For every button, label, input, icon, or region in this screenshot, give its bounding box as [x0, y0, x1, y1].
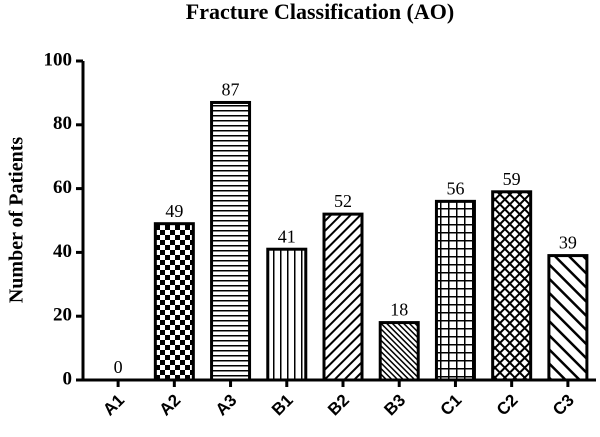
x-tick-label: A2: [156, 391, 185, 420]
y-axis-label: Number of Patients: [6, 137, 28, 303]
y-tick-label: 0: [63, 368, 73, 389]
x-tick-label: A1: [99, 391, 128, 420]
y-tick-label: 60: [53, 177, 72, 198]
x-tick-label: C2: [493, 391, 522, 420]
value-label: 18: [390, 300, 408, 320]
x-tick-label: B1: [268, 391, 297, 420]
value-label: 41: [278, 226, 296, 246]
value-label: 56: [446, 178, 464, 198]
bar: [547, 254, 589, 382]
value-label: 49: [165, 201, 183, 221]
bar: [434, 199, 476, 382]
x-tick-label: C1: [437, 391, 466, 420]
bar: [210, 100, 252, 382]
value-label: 87: [222, 80, 240, 100]
x-tick-label: B2: [324, 391, 353, 420]
bar: [378, 321, 420, 382]
chart-title: Fracture Classification (AO): [186, 0, 454, 24]
value-label: 59: [503, 169, 521, 189]
bar: [491, 190, 533, 382]
y-tick-label: 40: [53, 241, 72, 262]
x-tick-label: B3: [380, 391, 409, 420]
y-tick-label: 100: [44, 49, 73, 70]
value-label: 39: [559, 233, 577, 253]
bar: [153, 222, 195, 382]
y-tick-label: 80: [53, 113, 72, 134]
value-label: 0: [114, 357, 123, 377]
x-tick-label: C3: [549, 391, 578, 420]
x-tick-label: A3: [212, 391, 241, 420]
bar: [266, 247, 308, 382]
bar: [322, 212, 364, 382]
value-label: 52: [334, 191, 352, 211]
y-tick-label: 20: [53, 305, 72, 326]
